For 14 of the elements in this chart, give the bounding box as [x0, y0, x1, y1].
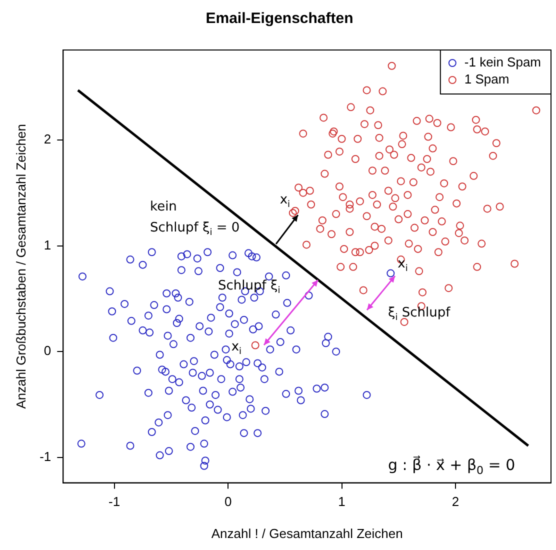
x-tick-label: 2: [452, 494, 460, 510]
x-axis-title: Anzahl ! / Gesamtanzahl Zeichen: [211, 526, 403, 541]
y-tick-label: 0: [44, 343, 52, 358]
x-tick-label: 1: [338, 494, 346, 510]
x-tick-label: -1: [108, 494, 120, 510]
x-tick-label: 0: [224, 494, 232, 510]
legend-label: 1 Spam: [464, 72, 510, 87]
annotation: kein: [150, 199, 177, 214]
chart-title: Email-Eigenschaften: [206, 10, 354, 28]
y-axis-title: Anzahl Großbuchstaben / Gesamtanzahl Zeichen: [13, 124, 28, 409]
y-tick-label: 1: [44, 237, 52, 252]
legend-label: -1 kein Spam: [464, 54, 542, 70]
y-tick-label: -1: [40, 448, 52, 464]
y-tick-label: 2: [44, 132, 52, 147]
